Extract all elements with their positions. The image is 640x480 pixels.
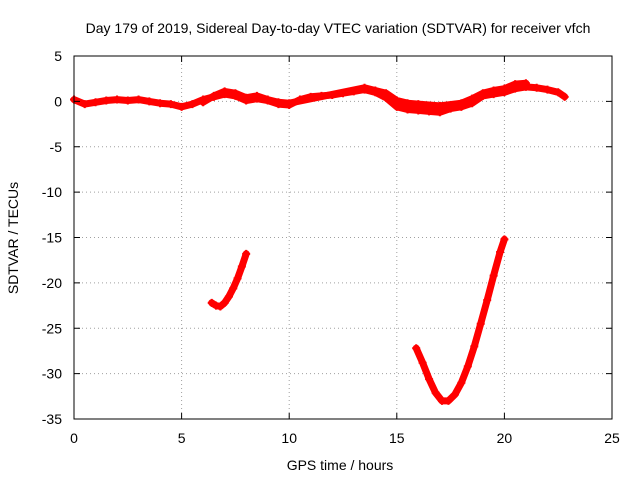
data-point — [371, 86, 380, 95]
data-point — [242, 93, 251, 102]
grid — [74, 56, 612, 419]
data-point — [412, 344, 421, 353]
data-point — [382, 89, 391, 98]
x-tick-label: 0 — [70, 430, 78, 446]
data-point — [425, 375, 434, 384]
data-point — [470, 342, 479, 351]
data-point — [392, 96, 401, 105]
y-tick-label: -15 — [42, 230, 62, 246]
data-point — [560, 92, 569, 101]
x-tick-label: 20 — [497, 430, 513, 446]
data-point — [403, 99, 412, 108]
data-point — [554, 88, 563, 97]
data-point — [274, 98, 283, 107]
data-point — [500, 84, 509, 93]
data-point — [521, 79, 530, 88]
data-point — [177, 102, 186, 111]
data-point — [450, 390, 459, 399]
data-point — [360, 83, 369, 92]
data-point — [231, 89, 240, 98]
data-point — [543, 85, 552, 94]
y-tick-label: 5 — [54, 48, 62, 64]
data-point — [207, 298, 216, 307]
data-point — [468, 94, 477, 103]
data-point — [113, 95, 122, 104]
y-tick-label: 0 — [54, 93, 62, 109]
data-point — [489, 86, 498, 95]
data-point — [414, 100, 423, 109]
data-point — [80, 100, 89, 109]
data-point — [224, 292, 233, 301]
data-point — [263, 95, 272, 104]
data-point — [425, 107, 434, 116]
y-tick-label: -30 — [42, 366, 62, 382]
data-point — [134, 95, 143, 104]
data-point — [476, 319, 485, 328]
data-point — [233, 274, 242, 283]
data-point — [444, 396, 453, 405]
y-tick-label: -35 — [42, 411, 62, 427]
y-axis-label: SDTVAR / TECUs — [5, 182, 21, 294]
y-tick-label: -20 — [42, 275, 62, 291]
y-tick-label: -10 — [42, 184, 62, 200]
data-point — [166, 100, 175, 109]
data-point — [102, 96, 111, 105]
data-point — [216, 302, 225, 311]
data-point — [285, 99, 294, 108]
data-point — [156, 99, 165, 108]
data-point — [199, 98, 208, 107]
chart-title: Day 179 of 2019, Sidereal Day-to-day VTE… — [86, 20, 591, 36]
y-tick-label: -5 — [50, 139, 63, 155]
data-point — [496, 248, 505, 257]
data-point — [435, 101, 444, 110]
data-point — [242, 249, 251, 258]
data-point — [123, 96, 132, 105]
data-point — [237, 262, 246, 271]
data-point — [188, 100, 197, 109]
data-point — [252, 91, 261, 100]
x-tick-label: 15 — [389, 430, 405, 446]
data-point — [418, 358, 427, 367]
data-point — [489, 271, 498, 280]
data-point — [431, 388, 440, 397]
x-axis-label: GPS time / hours — [287, 457, 394, 473]
data-point — [220, 298, 229, 307]
y-tick-label: -25 — [42, 320, 62, 336]
data-point — [457, 99, 466, 108]
data-point — [532, 83, 541, 92]
data-point — [91, 98, 100, 107]
data-point — [457, 378, 466, 387]
data-point — [229, 284, 238, 293]
data-point — [220, 87, 229, 96]
data-point — [511, 80, 520, 89]
data-point — [463, 362, 472, 371]
axes: 0 5 10 15 20 25 5 0 -5 -10 -15 -20 -25 -30 -35 — [42, 48, 620, 446]
x-tick-label: 5 — [178, 430, 186, 446]
data-point — [478, 89, 487, 98]
plot-area — [70, 79, 569, 405]
x-tick-label: 25 — [604, 430, 620, 446]
data-point — [500, 235, 509, 244]
data-point — [209, 91, 218, 100]
data-point — [145, 97, 154, 106]
x-tick-label: 10 — [281, 430, 297, 446]
data-point — [483, 296, 492, 305]
